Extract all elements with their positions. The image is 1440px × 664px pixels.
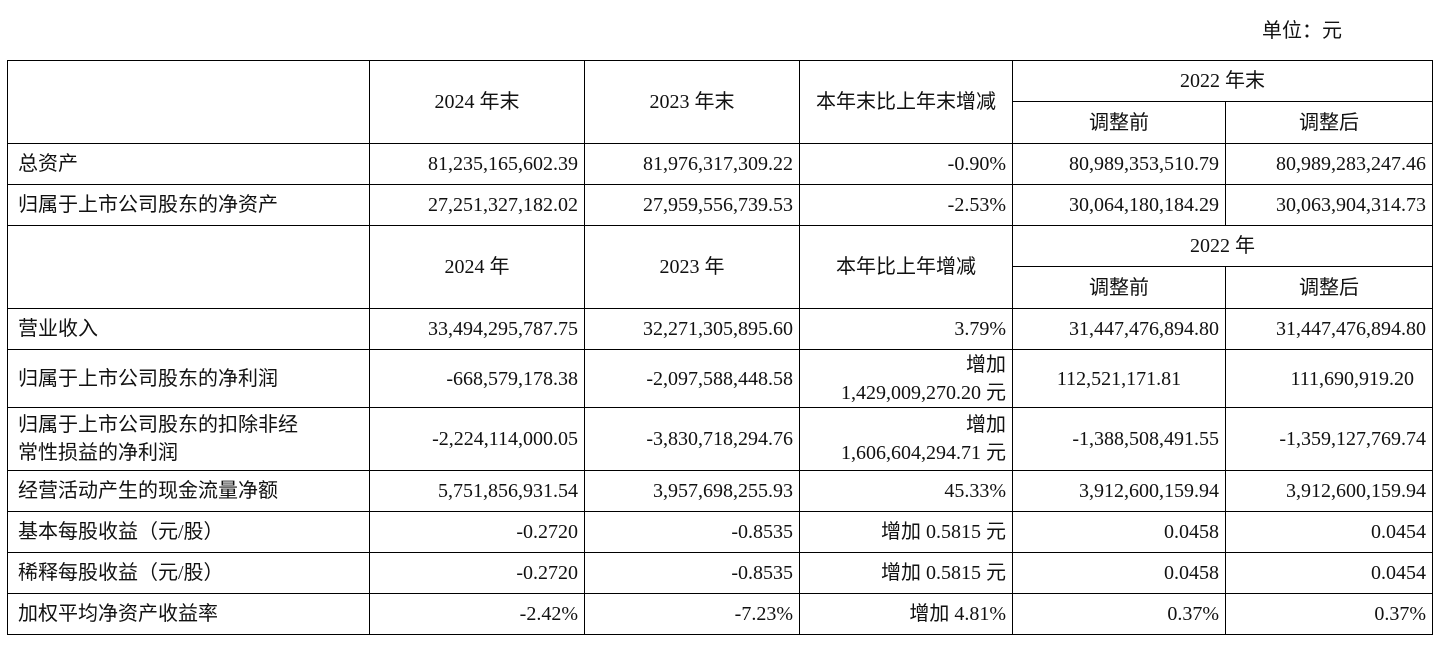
- cell-after: -1,359,127,769.74: [1225, 407, 1433, 471]
- cell-before: 0.37%: [1012, 593, 1226, 635]
- cell-after: 0.0454: [1225, 511, 1433, 553]
- table-row: 基本每股收益（元/股） -0.2720 -0.8535 增加 0.5815 元 …: [7, 511, 1433, 553]
- cell-2024: -2,224,114,000.05: [369, 407, 585, 471]
- header-col-2024: 2024 年: [369, 225, 585, 309]
- row-label: 归属于上市公司股东的净利润: [7, 349, 370, 408]
- financial-data-table: 2024 年末 2023 年末 本年末比上年末增减 2022 年末 调整前 调整…: [7, 60, 1433, 635]
- cell-2024: 27,251,327,182.02: [369, 184, 585, 226]
- row-label: 归属于上市公司股东的扣除非经 常性损益的净利润: [7, 407, 370, 471]
- cell-change: 45.33%: [799, 470, 1013, 512]
- cell-change: 3.79%: [799, 308, 1013, 350]
- header-col-2023: 2023 年: [584, 225, 800, 309]
- header-row-2: 2024 年 2023 年 本年比上年增减 2022 年: [7, 225, 1433, 309]
- cell-2024: 5,751,856,931.54: [369, 470, 585, 512]
- cell-after: 80,989,283,247.46: [1225, 143, 1433, 185]
- row-label: 基本每股收益（元/股）: [7, 511, 370, 553]
- change-line-1: 增加: [966, 353, 1006, 376]
- header-col-2022: 2022 年: [1012, 225, 1433, 267]
- cell-before: 0.0458: [1012, 511, 1226, 553]
- cell-2023: -7.23%: [584, 593, 800, 635]
- cell-2023: 32,271,305,895.60: [584, 308, 800, 350]
- header-col-2023-end: 2023 年末: [584, 60, 800, 144]
- unit-label: 单位：元: [1262, 20, 1342, 42]
- cell-after: 111,690,919.20: [1225, 349, 1433, 408]
- header-after-adjust: 调整后: [1225, 101, 1433, 144]
- cell-2023: 27,959,556,739.53: [584, 184, 800, 226]
- cell-before: 31,447,476,894.80: [1012, 308, 1226, 350]
- cell-2023: 3,957,698,255.93: [584, 470, 800, 512]
- cell-2023: -3,830,718,294.76: [584, 407, 800, 471]
- cell-after: 30,063,904,314.73: [1225, 184, 1433, 226]
- row-label-line-1: 归属于上市公司股东的扣除非经: [18, 414, 298, 436]
- cell-change: 增加 0.5815 元: [799, 511, 1013, 553]
- table-row: 总资产 81,235,165,602.39 81,976,317,309.22 …: [7, 143, 1433, 185]
- cell-2023: -0.8535: [584, 511, 800, 553]
- cell-change: 增加 4.81%: [799, 593, 1013, 635]
- cell-change: 增加 0.5815 元: [799, 552, 1013, 594]
- cell-change: -0.90%: [799, 143, 1013, 185]
- cell-after: 0.37%: [1225, 593, 1433, 635]
- header-before-adjust: 调整前: [1012, 101, 1226, 144]
- cell-2023: -0.8535: [584, 552, 800, 594]
- cell-change: 增加 1,429,009,270.20 元: [799, 349, 1013, 408]
- table-row: 经营活动产生的现金流量净额 5,751,856,931.54 3,957,698…: [7, 470, 1433, 512]
- table-row: 加权平均净资产收益率 -2.42% -7.23% 增加 4.81% 0.37% …: [7, 593, 1433, 635]
- cell-after: 3,912,600,159.94: [1225, 470, 1433, 512]
- cell-2024: 33,494,295,787.75: [369, 308, 585, 350]
- cell-change: 增加 1,606,604,294.71 元: [799, 407, 1013, 471]
- cell-before: 30,064,180,184.29: [1012, 184, 1226, 226]
- table-row: 归属于上市公司股东的扣除非经 常性损益的净利润 -2,224,114,000.0…: [7, 407, 1433, 471]
- header-row-1b: 调整前 调整后: [8, 101, 1433, 144]
- cell-2024: -0.2720: [369, 552, 585, 594]
- cell-2024: -668,579,178.38: [369, 349, 585, 408]
- row-label: 营业收入: [7, 308, 370, 350]
- cell-after: 0.0454: [1225, 552, 1433, 594]
- cell-before: 112,521,171.81: [1012, 349, 1226, 408]
- header-blank-cell: [7, 60, 370, 144]
- header-after-adjust: 调整后: [1225, 266, 1433, 309]
- table-row: 归属于上市公司股东的净资产 27,251,327,182.02 27,959,5…: [7, 184, 1433, 226]
- cell-2024: -0.2720: [369, 511, 585, 553]
- header-row-2b: 调整前 调整后: [8, 266, 1433, 309]
- cell-2023: 81,976,317,309.22: [584, 143, 800, 185]
- cell-change: -2.53%: [799, 184, 1013, 226]
- row-label-line-2: 常性损益的净利润: [18, 442, 178, 464]
- table-row: 归属于上市公司股东的净利润 -668,579,178.38 -2,097,588…: [7, 349, 1433, 408]
- header-col-2022-end: 2022 年末: [1012, 60, 1433, 102]
- row-label: 归属于上市公司股东的净资产: [7, 184, 370, 226]
- cell-before: 80,989,353,510.79: [1012, 143, 1226, 185]
- cell-before: 3,912,600,159.94: [1012, 470, 1226, 512]
- header-col-2024-end: 2024 年末: [369, 60, 585, 144]
- cell-2024: 81,235,165,602.39: [369, 143, 585, 185]
- cell-before: -1,388,508,491.55: [1012, 407, 1226, 471]
- change-line-2: 1,606,604,294.71 元: [841, 442, 1006, 464]
- cell-before: 0.0458: [1012, 552, 1226, 594]
- header-col-change: 本年末比上年末增减: [799, 60, 1013, 144]
- header-row-1: 2024 年末 2023 年末 本年末比上年末增减 2022 年末: [7, 60, 1433, 144]
- row-label: 总资产: [7, 143, 370, 185]
- cell-after: 31,447,476,894.80: [1225, 308, 1433, 350]
- row-label: 稀释每股收益（元/股）: [7, 552, 370, 594]
- table-row: 营业收入 33,494,295,787.75 32,271,305,895.60…: [7, 308, 1433, 350]
- cell-2023: -2,097,588,448.58: [584, 349, 800, 408]
- header-blank-cell: [7, 225, 370, 309]
- cell-2024: -2.42%: [369, 593, 585, 635]
- change-line-2: 1,429,009,270.20 元: [841, 381, 1006, 404]
- change-line-1: 增加: [966, 414, 1006, 436]
- header-col-change: 本年比上年增减: [799, 225, 1013, 309]
- row-label: 经营活动产生的现金流量净额: [7, 470, 370, 512]
- row-label: 加权平均净资产收益率: [7, 593, 370, 635]
- table-row: 稀释每股收益（元/股） -0.2720 -0.8535 增加 0.5815 元 …: [7, 552, 1433, 594]
- header-before-adjust: 调整前: [1012, 266, 1226, 309]
